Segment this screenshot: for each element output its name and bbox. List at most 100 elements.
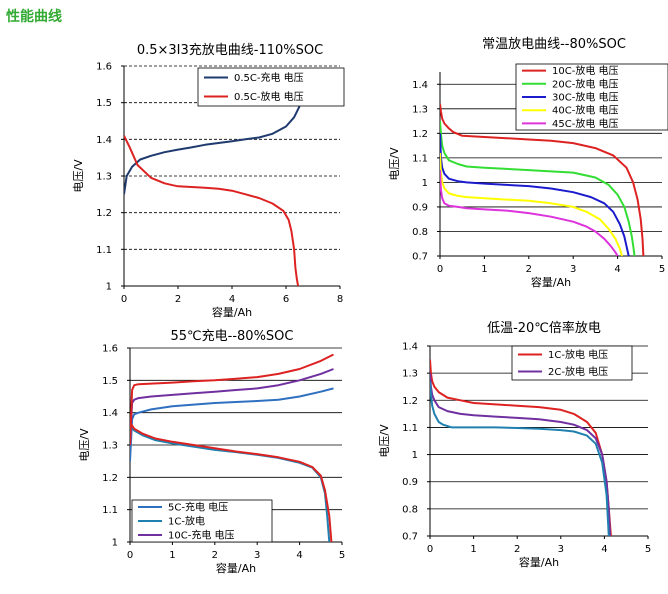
x-tick-label: 0	[127, 550, 133, 561]
chart-panel-2: 0.7 0.8 0.9 1 1.1 1.2 1.3 1.4 0 1 2 3 4 5 容量/Ah 电压/V 常温放…	[344, 30, 668, 306]
x-tick-label: 2	[175, 294, 181, 305]
y-axis-label: 电压/V	[72, 159, 85, 193]
x-tick-label: 0	[427, 544, 433, 555]
y-tick-label: 1	[422, 178, 428, 189]
y-axis-label: 电压/V	[388, 147, 401, 181]
y-tick-label: 0.7	[402, 532, 418, 543]
series-line-4	[440, 152, 623, 256]
legend-label: 0.5C-充电 电压	[234, 71, 304, 84]
x-tick-label: 3	[254, 550, 260, 561]
legend-label: 0.5C-放电 电压	[234, 90, 304, 103]
legend-label: 2C-放电 电压	[548, 365, 608, 378]
y-tick-label: 1.3	[402, 369, 418, 380]
y-tick-label: 1.5	[102, 376, 118, 387]
chart-title: 0.5×3I3充放电曲线-110%SOC	[137, 42, 323, 58]
x-axis-label: 容量/Ah	[519, 555, 559, 569]
y-tick-label: 0.7	[412, 252, 428, 263]
y-tick-label: 1	[112, 538, 118, 549]
series-line-1	[430, 359, 612, 536]
series-line-3	[130, 368, 334, 446]
y-tick-label: 1.3	[96, 172, 112, 183]
y-tick-label: 0.8	[402, 504, 418, 515]
y-tick-label: 1.2	[412, 129, 428, 140]
x-tick-label: 4	[229, 294, 235, 305]
chart-title: 55℃充电--80%SOC	[171, 328, 294, 344]
series-line-2	[430, 373, 612, 536]
y-tick-label: 1.2	[402, 396, 418, 407]
series-line-1	[130, 387, 334, 462]
x-tick-label: 1	[481, 264, 487, 275]
x-tick-label: 5	[659, 264, 665, 275]
y-tick-label: 1.2	[96, 208, 112, 219]
x-tick-label: 1	[470, 544, 476, 555]
legend-label: 10C-放电 电压	[552, 64, 619, 77]
legend-label: 1C-放电 电压	[548, 348, 608, 361]
series-line-2	[440, 121, 636, 256]
x-tick-label: 2	[526, 264, 532, 275]
series-line-1	[124, 105, 301, 195]
x-tick-label: 3	[558, 544, 564, 555]
y-tick-label: 1	[412, 450, 418, 461]
y-tick-label: 1.4	[102, 408, 118, 419]
x-tick-label: 2	[514, 544, 520, 555]
chart-panel-3: 1 1.1 1.2 1.3 1.4 1.5 1.6 0 1 2 3 4 5 容量/Ah 电压/V 55℃充电-…	[0, 318, 345, 594]
series-line-5	[440, 170, 619, 256]
x-axis-label: 容量/Ah	[212, 305, 252, 319]
y-tick-label: 1.5	[96, 98, 112, 109]
x-tick-label: 4	[601, 544, 607, 555]
y-tick-label: 1.1	[102, 505, 118, 516]
legend-label: 40C-放电 电压	[552, 104, 619, 117]
series-line-1	[440, 103, 645, 256]
x-axis-label: 容量/Ah	[531, 275, 571, 289]
page-title: 性能曲线	[6, 9, 62, 25]
x-tick-label: 8	[337, 294, 343, 305]
series-line-4	[130, 353, 334, 446]
chart-1: 1 1.1 1.2 1.3 1.4 1.5 1.6 0 2 4 6 8 容量/Ah 电压/V 0.5×3I3…	[72, 42, 345, 319]
y-tick-label: 1.3	[102, 441, 118, 452]
y-tick-label: 1.6	[96, 62, 112, 73]
x-tick-label: 4	[296, 550, 302, 561]
x-tick-label: 5	[645, 544, 651, 555]
series-line-2	[124, 135, 300, 286]
y-tick-label: 0.9	[402, 477, 418, 488]
chart-title: 低温-20℃倍率放电	[487, 320, 601, 336]
y-tick-label: 1.3	[412, 104, 428, 115]
series-line-3	[440, 133, 630, 256]
series-line-5	[130, 421, 333, 542]
chart-panel-4: 0.7 0.8 0.9 1 1.1 1.2 1.3 1.4 0 1 2 3 4 5 容量/Ah 电压/V 低温-…	[344, 318, 668, 594]
y-tick-label: 1.1	[402, 423, 418, 434]
x-tick-label: 0	[121, 294, 127, 305]
x-tick-label: 5	[339, 550, 345, 561]
legend-label: 30C-放电 电压	[552, 91, 619, 104]
x-tick-label: 0	[437, 264, 443, 275]
legend-label: 1C-放电	[168, 515, 205, 528]
chart-2: 0.7 0.8 0.9 1 1.1 1.2 1.3 1.4 0 1 2 3 4 5 容量/Ah 电压/V 常温放…	[388, 37, 668, 289]
y-tick-label: 0.9	[412, 202, 428, 213]
y-tick-label: 0.8	[412, 227, 428, 238]
chart-title: 常温放电曲线--80%SOC	[482, 37, 626, 52]
chart-4: 0.7 0.8 0.9 1 1.1 1.2 1.3 1.4 0 1 2 3 4 5 容量/Ah 电压/V 低温-…	[378, 320, 651, 569]
x-tick-label: 6	[283, 294, 289, 305]
legend-box	[511, 345, 633, 381]
y-axis-label: 电压/V	[78, 428, 91, 462]
y-tick-label: 1.2	[102, 473, 118, 484]
x-tick-label: 4	[614, 264, 620, 275]
chart-3: 11.11.21.31.41.51.60 1 2 3 4 5容量/Ah电压/V55℃充电-…	[78, 328, 345, 575]
y-tick-label: 1.4	[412, 80, 428, 91]
series-line-3	[430, 381, 610, 536]
legend-label: 45C-放电 电压	[552, 117, 619, 130]
chart-panel-1: 1 1.1 1.2 1.3 1.4 1.5 1.6 0 2 4 6 8 容量/Ah 电压/V 0.5×3I3…	[0, 30, 345, 319]
y-tick-label: 1.4	[402, 342, 418, 353]
x-tick-label: 2	[212, 550, 218, 561]
y-tick-label: 1.1	[96, 245, 112, 256]
y-axis-label: 电压/V	[378, 424, 391, 458]
x-tick-label: 3	[570, 264, 576, 275]
x-axis-label: 容量/Ah	[216, 561, 256, 575]
legend-label: 5C-充电 电压	[168, 501, 228, 514]
legend-label: 10C-充电 电压	[168, 529, 235, 542]
y-tick-label: 1.4	[96, 135, 112, 146]
x-tick-label: 1	[169, 550, 175, 561]
legend-label: 20C-放电 电压	[552, 77, 619, 90]
y-tick-label: 1.1	[412, 153, 428, 164]
legend-box	[197, 67, 345, 107]
